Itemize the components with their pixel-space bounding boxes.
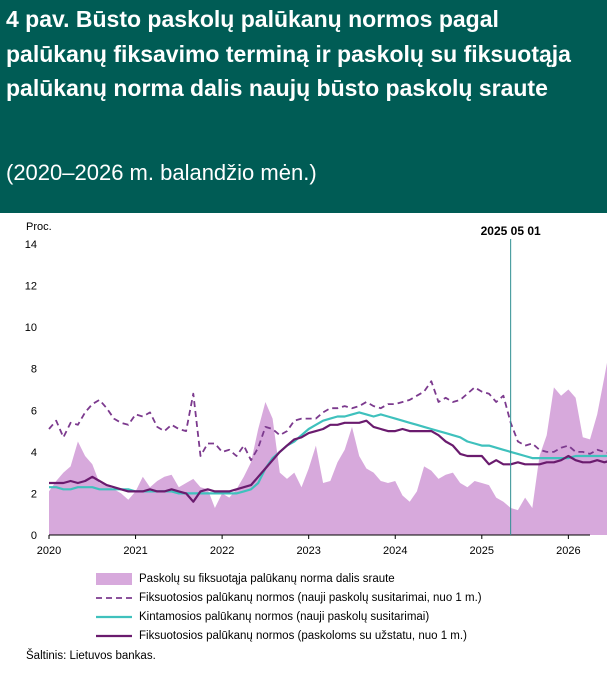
y-tick-label: 14 bbox=[25, 239, 37, 251]
legend-label-purple: Fiksuotosios palūkanų normos (paskoloms … bbox=[139, 630, 467, 642]
y-tick-label: 12 bbox=[25, 281, 37, 293]
y-tick-label: 0 bbox=[31, 530, 37, 542]
legend-swatch-purple bbox=[96, 634, 132, 638]
x-tick-label: 2021 bbox=[123, 545, 147, 557]
legend-swatch-teal bbox=[96, 615, 132, 619]
legend-swatch-dashed bbox=[96, 597, 132, 599]
chart-title: 4 pav. Būsto paskolų palūkanų normos pag… bbox=[6, 6, 571, 101]
legend-swatch-area bbox=[96, 573, 132, 585]
series-line-fixed-collateral bbox=[49, 419, 607, 503]
y-tick-label: 4 bbox=[31, 447, 37, 459]
y-tick-label: 8 bbox=[31, 364, 37, 376]
annotation-label: 2025 05 01 bbox=[481, 224, 541, 238]
x-tick-label: 2022 bbox=[210, 545, 234, 557]
series-line-variable-new bbox=[49, 411, 607, 495]
legend-label-area: Paskolų su fiksuotąja palūkanų norma dal… bbox=[139, 573, 395, 585]
y-tick-label: 6 bbox=[31, 405, 37, 417]
source-note: Šaltinis: Lietuvos bankas. bbox=[26, 650, 156, 662]
y-tick-label: 2 bbox=[31, 488, 37, 500]
x-tick-label: 2026 bbox=[556, 545, 580, 557]
x-tick-label: 2020 bbox=[37, 545, 61, 557]
y-tick-label: 10 bbox=[25, 322, 37, 334]
legend-label-teal: Kintamosios palūkanų normos (nauji pasko… bbox=[139, 611, 430, 623]
y-axis-label: Proc. bbox=[26, 221, 52, 233]
series-line-fixed-new bbox=[48, 380, 607, 462]
legend-label-dashed: Fiksuotosios palūkanų normos (nauji pask… bbox=[139, 592, 482, 604]
x-tick-label: 2023 bbox=[296, 545, 320, 557]
x-tick-label: 2024 bbox=[383, 545, 407, 557]
x-tick-label: 2025 bbox=[470, 545, 494, 557]
chart-subtitle: (2020–2026 m. balandžio mėn.) bbox=[6, 160, 317, 185]
series-area-fixed-rate-share bbox=[49, 362, 607, 535]
chart-svg: Proc. 0 2 4 6 8 10 12 14 2020 2021 2022 2023 2024 2025… bbox=[25, 221, 607, 557]
chart-header: 4 pav. Būsto paskolų palūkanų normos pag… bbox=[0, 0, 607, 213]
